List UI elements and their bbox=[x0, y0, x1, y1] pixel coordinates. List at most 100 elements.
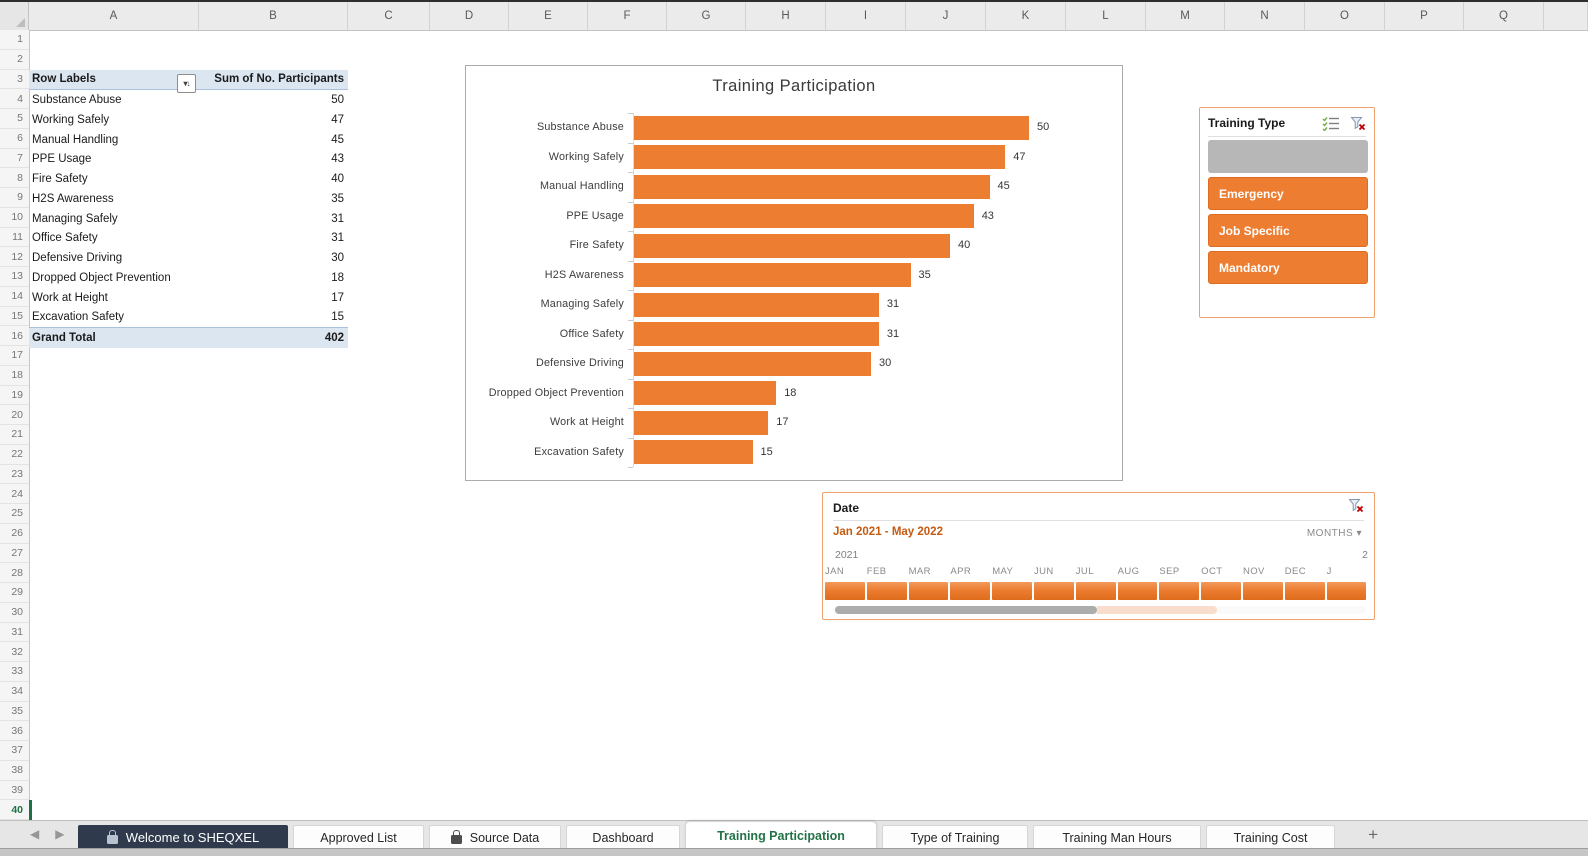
chart-bar[interactable] bbox=[634, 351, 871, 376]
row-header-40[interactable]: 40 bbox=[0, 800, 29, 820]
sheet-tab-type-of-training[interactable]: Type of Training bbox=[882, 825, 1028, 849]
pivot-header-row-labels[interactable]: Row Labels ▾↓ bbox=[29, 73, 199, 94]
sheet-tab-training-participation[interactable]: Training Participation bbox=[685, 821, 877, 849]
column-header-I[interactable]: I bbox=[826, 2, 906, 30]
slicer-item-emergency[interactable]: Emergency bbox=[1208, 177, 1368, 210]
column-header-C[interactable]: C bbox=[348, 2, 430, 30]
row-header-7[interactable]: 7 bbox=[0, 149, 29, 169]
slicer-item-blank[interactable] bbox=[1208, 140, 1368, 173]
timeline-period-dropdown[interactable]: MONTHS ▾ bbox=[1307, 528, 1362, 539]
column-header-L[interactable]: L bbox=[1066, 2, 1146, 30]
row-header-33[interactable]: 33 bbox=[0, 662, 29, 682]
chart-bar[interactable] bbox=[634, 410, 769, 435]
pivot-row[interactable]: Defensive Driving 30 bbox=[29, 248, 348, 268]
sheet-tab-training-man-hours[interactable]: Training Man Hours bbox=[1033, 825, 1201, 849]
row-header-32[interactable]: 32 bbox=[0, 642, 29, 662]
sheet-tab-training-cost[interactable]: Training Cost bbox=[1206, 825, 1335, 849]
nav-forward-icon[interactable]: ▶ bbox=[55, 827, 81, 841]
row-header-26[interactable]: 26 bbox=[0, 524, 29, 544]
nav-back-icon[interactable]: ◀ bbox=[30, 827, 56, 841]
row-header-36[interactable]: 36 bbox=[0, 721, 29, 741]
row-header-2[interactable]: 2 bbox=[0, 50, 29, 70]
row-header-19[interactable]: 19 bbox=[0, 386, 29, 406]
column-header-H[interactable]: H bbox=[746, 2, 826, 30]
pivot-row[interactable]: Managing Safely 31 bbox=[29, 209, 348, 229]
chart-bar[interactable] bbox=[634, 381, 777, 406]
column-header-G[interactable]: G bbox=[667, 2, 746, 30]
pivot-row[interactable]: Dropped Object Prevention 18 bbox=[29, 268, 348, 288]
column-header-F[interactable]: F bbox=[588, 2, 667, 30]
slicer-item-job-specific[interactable]: Job Specific bbox=[1208, 214, 1368, 247]
column-header-E[interactable]: E bbox=[509, 2, 588, 30]
row-header-35[interactable]: 35 bbox=[0, 702, 29, 722]
row-header-11[interactable]: 11 bbox=[0, 228, 29, 248]
row-header-13[interactable]: 13 bbox=[0, 267, 29, 287]
row-header-30[interactable]: 30 bbox=[0, 603, 29, 623]
row-header-8[interactable]: 8 bbox=[0, 168, 29, 188]
timeline-month-segment[interactable] bbox=[866, 582, 907, 600]
pivot-row[interactable]: Working Safely 47 bbox=[29, 110, 348, 130]
row-header-9[interactable]: 9 bbox=[0, 188, 29, 208]
pivot-row[interactable]: Work at Height 17 bbox=[29, 288, 348, 308]
row-header-16[interactable]: 16 bbox=[0, 326, 29, 346]
column-header-J[interactable]: J bbox=[906, 2, 986, 30]
column-header-M[interactable]: M bbox=[1146, 2, 1225, 30]
column-header-N[interactable]: N bbox=[1225, 2, 1305, 30]
chart-bar[interactable] bbox=[634, 204, 974, 229]
sheet-tab-welcome-to-sheqxel[interactable]: Welcome to SHEQXEL bbox=[78, 825, 288, 849]
slicer-item-mandatory[interactable]: Mandatory bbox=[1208, 251, 1368, 284]
clear-filter-icon[interactable] bbox=[1350, 116, 1366, 131]
chart-bar[interactable] bbox=[634, 440, 753, 465]
pivot-sort-filter-icon[interactable]: ▾↓ bbox=[177, 74, 196, 94]
sheet-tab-dashboard[interactable]: Dashboard bbox=[566, 825, 680, 849]
timeline-month-segment[interactable] bbox=[1159, 582, 1200, 600]
chart-bar[interactable] bbox=[634, 115, 1029, 140]
sheet-tab-source-data[interactable]: Source Data bbox=[429, 825, 561, 849]
pivot-row[interactable]: Substance Abuse 50 bbox=[29, 90, 348, 110]
pivot-grand-total-row[interactable]: Grand Total 402 bbox=[29, 327, 348, 348]
column-header-D[interactable]: D bbox=[430, 2, 509, 30]
timeline-month-segment[interactable] bbox=[1242, 582, 1283, 600]
select-all-corner[interactable] bbox=[0, 2, 29, 30]
timeline-month-segment[interactable] bbox=[1117, 582, 1158, 600]
bottom-scrollbar-strip[interactable] bbox=[0, 848, 1588, 856]
pivot-row[interactable]: Fire Safety 40 bbox=[29, 169, 348, 189]
chart-bar[interactable] bbox=[634, 174, 990, 199]
row-header-21[interactable]: 21 bbox=[0, 425, 29, 445]
timeline-scrollbar[interactable] bbox=[833, 606, 1366, 614]
timeline-month-segment[interactable] bbox=[1201, 582, 1241, 600]
pivot-row[interactable]: Excavation Safety 15 bbox=[29, 308, 348, 328]
timeline-month-segment[interactable] bbox=[950, 582, 991, 600]
timeline-selection-band[interactable] bbox=[825, 582, 1370, 600]
timeline-month-segment[interactable] bbox=[1326, 582, 1367, 600]
pivot-row[interactable]: H2S Awareness 35 bbox=[29, 189, 348, 209]
column-header-P[interactable]: P bbox=[1385, 2, 1464, 30]
row-header-17[interactable]: 17 bbox=[0, 346, 29, 366]
pivot-row[interactable]: Manual Handling 45 bbox=[29, 130, 348, 150]
row-header-25[interactable]: 25 bbox=[0, 504, 29, 524]
row-header-3[interactable]: 3 bbox=[0, 70, 29, 90]
row-header-27[interactable]: 27 bbox=[0, 544, 29, 564]
row-header-12[interactable]: 12 bbox=[0, 247, 29, 267]
timeline-month-segment[interactable] bbox=[1075, 582, 1116, 600]
row-header-18[interactable]: 18 bbox=[0, 366, 29, 386]
sheet-tab-approved-list[interactable]: Approved List bbox=[293, 825, 424, 849]
chart-bar[interactable] bbox=[634, 322, 879, 347]
timeline-month-segment[interactable] bbox=[825, 582, 865, 600]
training-participation-chart[interactable]: Training Participation Substance Abuse 50… bbox=[465, 65, 1123, 481]
row-header-38[interactable]: 38 bbox=[0, 761, 29, 781]
pivot-row[interactable]: PPE Usage 43 bbox=[29, 150, 348, 170]
row-header-39[interactable]: 39 bbox=[0, 781, 29, 801]
add-sheet-button[interactable]: + bbox=[1368, 825, 1378, 844]
column-header-O[interactable]: O bbox=[1305, 2, 1385, 30]
row-header-24[interactable]: 24 bbox=[0, 484, 29, 504]
row-header-37[interactable]: 37 bbox=[0, 741, 29, 761]
pivot-row[interactable]: Office Safety 31 bbox=[29, 229, 348, 249]
timeline-month-segment[interactable] bbox=[992, 582, 1032, 600]
clear-filter-icon[interactable] bbox=[1348, 498, 1364, 518]
timeline-month-segment[interactable] bbox=[1033, 582, 1074, 600]
row-header-23[interactable]: 23 bbox=[0, 465, 29, 485]
multi-select-icon[interactable] bbox=[1322, 116, 1340, 131]
chart-bar[interactable] bbox=[634, 263, 911, 288]
row-header-15[interactable]: 15 bbox=[0, 307, 29, 327]
